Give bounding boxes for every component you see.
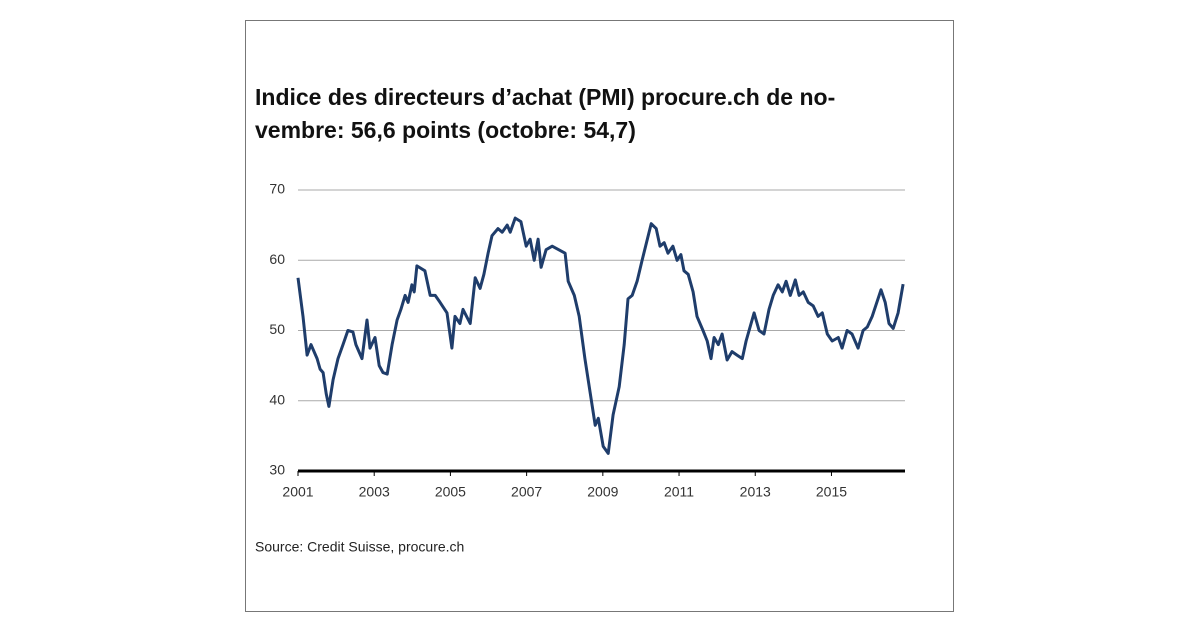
x-tick-label: 2001 bbox=[282, 484, 313, 500]
frame bbox=[245, 20, 954, 612]
x-tick-label: 2011 bbox=[664, 484, 694, 500]
x-tick-label: 2003 bbox=[359, 484, 390, 500]
y-tick-label: 50 bbox=[269, 321, 285, 337]
line-series bbox=[296, 216, 905, 455]
x-tick-label: 2015 bbox=[816, 484, 847, 500]
x-tick-label: 2007 bbox=[511, 484, 542, 500]
y-tick-label: 30 bbox=[269, 462, 285, 478]
x-tick-label: 2013 bbox=[740, 484, 771, 500]
chart-title: Indice des directeurs d’achat (PMI) proc… bbox=[255, 84, 835, 110]
y-tick-label: 70 bbox=[269, 181, 285, 197]
x-tick-label: 2005 bbox=[435, 484, 466, 500]
x-tick-label: 2009 bbox=[587, 484, 618, 500]
y-tick-label: 40 bbox=[269, 391, 285, 407]
source-note: Source: Credit Suisse, procure.ch bbox=[255, 539, 464, 555]
y-tick-label: 60 bbox=[269, 251, 285, 267]
chart-title: vembre: 56,6 points (octobre: 54,7) bbox=[255, 117, 636, 143]
